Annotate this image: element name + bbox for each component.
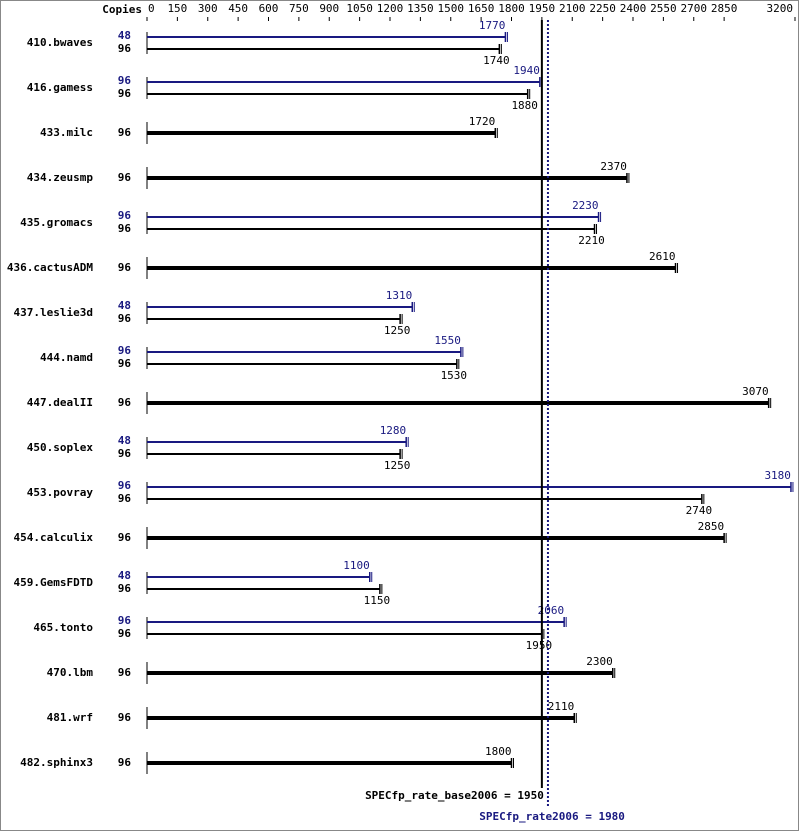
benchmark-name: 435.gromacs <box>20 216 93 229</box>
value-label: 1740 <box>483 54 510 67</box>
x-tick-label: 450 <box>228 2 248 15</box>
x-tick-label: 1800 <box>498 2 525 15</box>
copies: 96 <box>118 74 132 87</box>
copies: 96 <box>118 87 132 100</box>
value-label: 1770 <box>479 19 506 32</box>
copies: 96 <box>118 42 132 55</box>
value-label: 1280 <box>380 424 407 437</box>
copies: 96 <box>118 582 132 595</box>
benchmark-name: 454.calculix <box>14 531 94 544</box>
value-label: 3070 <box>742 385 769 398</box>
benchmark-name: 410.bwaves <box>27 36 93 49</box>
copies: 48 <box>118 299 131 312</box>
benchmark-name: 482.sphinx3 <box>20 756 93 769</box>
x-tick-label: 1350 <box>407 2 434 15</box>
x-tick-label: 2850 <box>711 2 738 15</box>
copies: 96 <box>118 126 132 139</box>
copies: 96 <box>118 344 132 357</box>
x-tick-label: 300 <box>198 2 218 15</box>
benchmark-name: 444.namd <box>40 351 93 364</box>
copies: 96 <box>118 261 132 274</box>
copies: 96 <box>118 171 132 184</box>
copies: 96 <box>118 492 132 505</box>
copies: 96 <box>118 357 132 370</box>
x-tick-label: 2700 <box>681 2 708 15</box>
x-tick-label: 2400 <box>620 2 647 15</box>
benchmark-name: 437.leslie3d <box>14 306 93 319</box>
copies: 96 <box>118 447 132 460</box>
value-label: 1800 <box>485 745 512 758</box>
benchmark-name: 481.wrf <box>47 711 93 724</box>
benchmark-name: 433.milc <box>40 126 93 139</box>
benchmark-name: 450.soplex <box>27 441 94 454</box>
value-label: 1310 <box>386 289 413 302</box>
value-label: 2110 <box>548 700 575 713</box>
x-tick-label: 2100 <box>559 2 586 15</box>
x-tick-label: 600 <box>259 2 279 15</box>
value-label: 3180 <box>764 469 791 482</box>
x-tick-label: 2550 <box>650 2 677 15</box>
x-tick-label: 1500 <box>438 2 465 15</box>
copies: 96 <box>118 312 132 325</box>
copies: 96 <box>118 479 132 492</box>
value-label: 2740 <box>686 504 713 517</box>
benchmark-name: 436.cactusADM <box>7 261 93 274</box>
value-label: 2850 <box>698 520 725 533</box>
value-label: 1550 <box>434 334 461 347</box>
benchmark-name: 447.dealII <box>27 396 93 409</box>
x-tick-label: 1050 <box>346 2 373 15</box>
copies: 48 <box>118 569 131 582</box>
copies: 96 <box>118 711 132 724</box>
x-tick-label: 150 <box>167 2 187 15</box>
peak-result-label: SPECfp_rate2006 = 1980 <box>479 810 625 823</box>
copies: 96 <box>118 222 132 235</box>
x-tick-label: 1650 <box>468 2 495 15</box>
x-tick-label: 3200 <box>767 2 794 15</box>
copies: 96 <box>118 531 132 544</box>
value-label: 1950 <box>526 639 553 652</box>
base-result-label: SPECfp_rate_base2006 = 1950 <box>365 789 544 802</box>
copies: 96 <box>118 666 132 679</box>
value-label: 1250 <box>384 459 411 472</box>
benchmark-name: 416.gamess <box>27 81 93 94</box>
x-tick-label: 1950 <box>529 2 556 15</box>
value-label: 1530 <box>441 369 468 382</box>
benchmark-name: 434.zeusmp <box>27 171 94 184</box>
x-tick-label: 900 <box>319 2 339 15</box>
copies: 96 <box>118 627 132 640</box>
benchmark-name: 459.GemsFDTD <box>14 576 94 589</box>
value-label: 2230 <box>572 199 599 212</box>
x-tick-label: 0 <box>148 2 155 15</box>
value-label: 1250 <box>384 324 411 337</box>
value-label: 1720 <box>469 115 496 128</box>
value-label: 2370 <box>600 160 627 173</box>
x-tick-label: 2250 <box>589 2 616 15</box>
value-label: 2610 <box>649 250 676 263</box>
copies: 48 <box>118 434 131 447</box>
value-label: 1940 <box>513 64 540 77</box>
x-tick-label: 1200 <box>377 2 404 15</box>
value-label: 2300 <box>586 655 613 668</box>
value-label: 2210 <box>578 234 605 247</box>
benchmark-name: 465.tonto <box>33 621 93 634</box>
benchmark-name: 453.povray <box>27 486 94 499</box>
copies-header: Copies <box>102 3 142 16</box>
value-label: 1150 <box>364 594 391 607</box>
copies: 96 <box>118 756 132 769</box>
copies: 96 <box>118 396 132 409</box>
value-label: 1880 <box>511 99 538 112</box>
value-label: 1100 <box>343 559 370 572</box>
value-label: 2060 <box>538 604 565 617</box>
copies: 96 <box>118 209 132 222</box>
x-tick-label: 750 <box>289 2 309 15</box>
copies: 96 <box>118 614 132 627</box>
copies: 48 <box>118 29 131 42</box>
benchmark-name: 470.lbm <box>47 666 94 679</box>
